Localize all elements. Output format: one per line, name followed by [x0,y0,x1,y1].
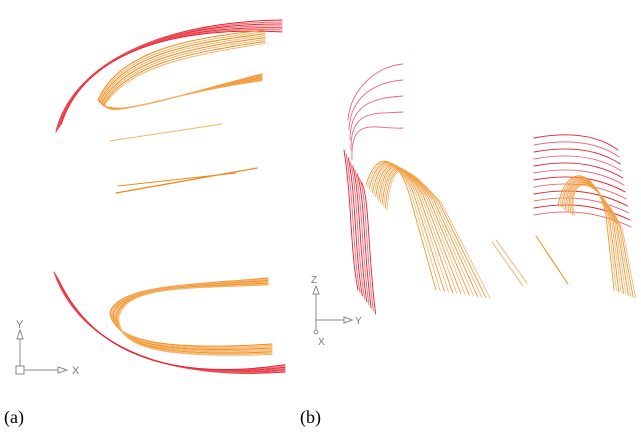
orange-strand-curve [563,178,622,294]
red-strand-curve [354,169,370,306]
orange-lower-loop-curves [109,277,273,356]
red-strand-curve [533,155,623,172]
orange-loop-curve [117,283,273,355]
orange-strand-curve [568,181,629,296]
y-arrow-icon [343,316,354,324]
red-strand-curve [533,197,630,214]
red-hook-curve [351,126,404,161]
orange-strand-curve [365,160,437,291]
orange-strand-curve [384,169,487,299]
red-arc-curve [56,276,286,371]
axis-label-x: X [318,337,325,348]
xy-axis-icon [15,328,69,375]
panel-a: Y X [0,0,292,433]
red-hook-curve [349,95,404,141]
red-hook-curve [347,63,404,121]
orange-segment [495,239,528,284]
orange-strand-curve [386,170,491,299]
red-strand-curve [358,177,374,312]
red-strand-curve [533,134,619,151]
red-strand-curve [533,211,632,228]
orange-strand-curve [380,167,474,297]
z-arrow-icon [312,284,320,295]
orange-loop-curve [104,42,266,111]
red-lower-arc-curves [53,271,286,374]
axis-label-y: Y [16,319,24,331]
orange-middle-segments [491,235,569,287]
red-right-cluster-curves [533,134,632,228]
red-strand-curve [533,183,627,200]
panel-b: Z Y X [296,0,641,433]
red-arc-curve [60,30,283,125]
caption-a: (a) [4,407,24,427]
orange-loop-curve [118,284,273,356]
red-strand-curve [356,173,372,309]
x-origin-icon [313,329,319,335]
panel-b-drawing: Z Y X [311,63,636,348]
orange-loop-curve [112,280,273,351]
red-arc-curve [57,277,286,371]
orange-loop-curve [110,278,273,348]
red-hook-curve [350,111,404,151]
orange-strand-curve [566,180,627,295]
red-hook-curve [348,79,404,131]
orange-loop-curve [113,281,273,352]
axis-label-z: Z [311,275,317,286]
orange-left-cluster-curves [365,160,491,299]
orange-segment [491,241,524,287]
red-left-cluster-curves [343,63,404,315]
zyx-axis-icon [312,284,354,335]
red-strand-curve [350,161,366,300]
origin-box-icon [15,365,25,375]
red-strand-curve [361,181,377,315]
orange-strand-curve [571,183,634,298]
red-strand-curve [533,204,631,221]
orange-loop-curve [109,277,273,347]
orange-strand-curve [570,182,632,297]
orange-strand-curve [572,184,636,299]
red-strand-curve [533,162,624,179]
red-upper-arc-curves [55,19,283,133]
red-strand-curve [347,157,363,297]
orange-segment [115,167,258,194]
orange-strand-curve [381,168,478,297]
orange-loop-curve [114,281,273,353]
red-strand-curve [533,148,621,165]
orange-right-cluster-curves [557,175,636,299]
orange-strand-curve [561,177,620,293]
panel-a-drawing: Y X [15,19,286,377]
orange-strand-curve [564,179,624,294]
red-strand-curve [343,149,359,291]
red-strand-curve [533,169,625,186]
orange-strand-curve [559,176,617,292]
y-arrow-icon [16,328,24,340]
orange-upper-loop-curves [97,29,266,111]
red-strand-curve [345,153,361,294]
orange-segment [535,235,569,285]
orange-strand-curve [557,175,615,291]
orange-loop-curve [116,282,273,354]
red-strand-curve [533,190,629,207]
axis-label-x: X [72,365,80,377]
x-arrow-icon [57,366,69,374]
orange-loop-curve [111,279,273,349]
orange-segment [109,123,223,142]
axis-label-y: Y [355,316,362,327]
red-strand-curve [352,165,368,303]
caption-b: (b) [300,407,321,427]
red-strand-curve [533,141,620,158]
orange-middle-segments [109,123,258,194]
